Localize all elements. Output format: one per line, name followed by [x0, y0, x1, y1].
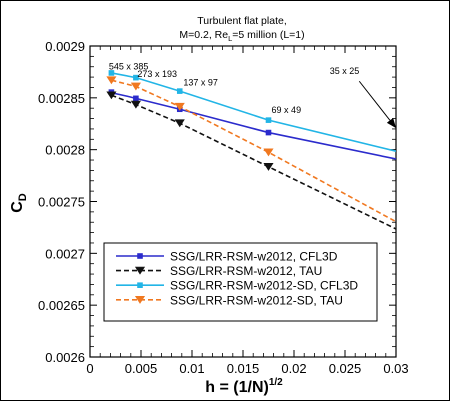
x-tick-label: 0.015	[227, 361, 260, 376]
x-tick-label: 0.005	[125, 361, 158, 376]
y-tick-label: 0.0028	[45, 143, 85, 158]
grid-size-annotation: 545 x 385	[109, 61, 149, 71]
legend-label: SSG/LRR-RSM-w2012, CFL3D	[170, 250, 338, 264]
y-axis-label: CD	[9, 193, 29, 213]
grid-size-annotation: 273 x 193	[137, 69, 177, 79]
x-tick-label: 0.03	[383, 361, 408, 376]
series-2-point	[263, 162, 274, 171]
chart-title-line1: Turbulent flat plate,	[197, 15, 287, 27]
series-3-point	[265, 117, 272, 123]
y-tick-label: 0.0027	[45, 246, 85, 261]
title-line2-part1: M=0.2, Re	[179, 29, 228, 41]
x-tick-label: 0	[86, 361, 93, 376]
annotation-arrow	[358, 80, 397, 129]
grid-size-annotation: 69 x 49	[272, 105, 302, 115]
axis-ticks	[89, 45, 397, 358]
series-1-point	[133, 95, 139, 102]
x-tick-labels: 0 0.005 0.01 0.015 0.02 0.025 0.03	[86, 361, 408, 376]
y-tick-label: 0.00275	[38, 195, 85, 210]
legend-swatch-marker	[134, 296, 146, 304]
title-line2-part3: =5 million (L=1)	[232, 29, 304, 41]
series-2-point	[130, 100, 141, 109]
title-line2-subscript: L	[228, 34, 232, 43]
y-axis-label-main: C	[9, 201, 26, 213]
legend-swatch-marker	[137, 282, 143, 289]
y-tick-label: 0.0029	[45, 39, 85, 54]
series-4-point	[106, 76, 117, 85]
series-4-point	[263, 148, 274, 157]
series-1-point	[265, 129, 272, 136]
legend-swatch-marker	[137, 253, 143, 259]
series-line-1	[108, 91, 396, 160]
series-line-3	[111, 72, 396, 152]
series-2-point	[106, 91, 117, 100]
series-4-point	[174, 102, 185, 111]
series-2-point	[174, 119, 185, 128]
legend-label: SSG/LRR-RSM-w2012-SD, TAU	[170, 293, 343, 307]
x-tick-label: 0.02	[281, 361, 306, 376]
legend: SSG/LRR-RSM-w2012, CFL3DSSG/LRR-RSM-w201…	[103, 242, 378, 322]
x-axis-label-superscript: 1/2	[269, 377, 283, 388]
series-3-point	[133, 74, 139, 81]
x-axis-label: h = (1/N)1/2	[205, 377, 283, 396]
series-4-point	[130, 82, 141, 91]
series-3-point	[108, 70, 115, 76]
y-axis-label-subscript: D	[17, 193, 29, 201]
x-tick-label: 0.025	[329, 361, 362, 376]
y-tick-label: 0.0026	[45, 350, 85, 365]
grid-size-annotation: 137 x 97	[183, 77, 218, 87]
grid-size-annotation: 35 x 25	[330, 66, 360, 76]
series-layer	[106, 70, 396, 230]
legend-swatch-marker	[134, 266, 146, 275]
y-tick-labels: 0.0026 0.00265 0.0027 0.00275 0.0028 0.00285 0…	[38, 39, 85, 365]
x-tick-label: 0.01	[179, 361, 204, 376]
x-axis-label-main: h = (1/N)	[205, 379, 269, 396]
legend-label: SSG/LRR-RSM-w2012-SD, CFL3D	[170, 279, 358, 293]
chart-title-line2: M=0.2, ReL=5 million (L=1)	[179, 29, 304, 43]
y-tick-label: 0.00285	[38, 91, 85, 106]
series-3-point	[176, 88, 183, 94]
legend-label: SSG/LRR-RSM-w2012, TAU	[170, 264, 322, 278]
y-tick-label: 0.00265	[38, 298, 85, 313]
